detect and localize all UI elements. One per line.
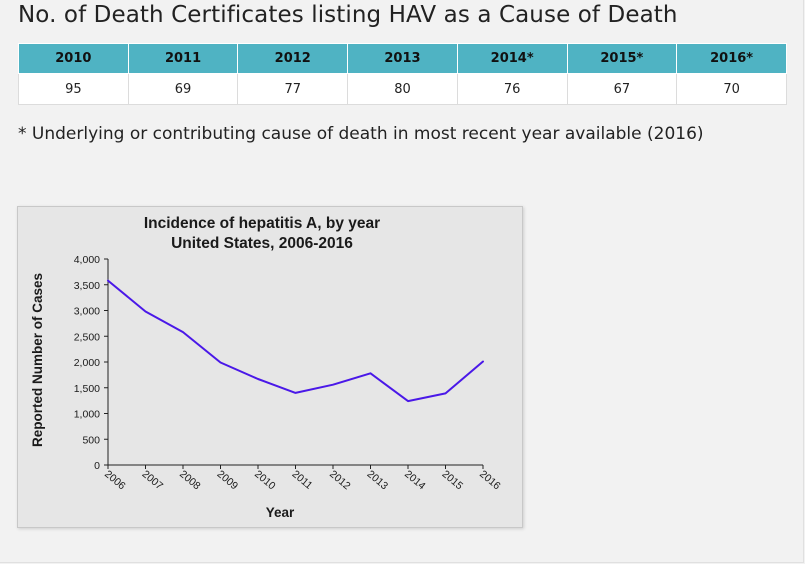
x-tick-label: 2009 bbox=[215, 468, 241, 492]
series-line-0 bbox=[107, 279, 484, 403]
table-cell: 95 bbox=[18, 73, 129, 105]
x-tick-label: 2014 bbox=[402, 468, 428, 492]
footnote: * Underlying or contributing cause of de… bbox=[18, 124, 704, 144]
chart-panel: Incidence of hepatitis A, by year United … bbox=[17, 206, 523, 528]
table-cell: 69 bbox=[127, 73, 239, 105]
table-header-cell: 2013 bbox=[347, 43, 458, 74]
x-tick-label: 2015 bbox=[440, 468, 466, 492]
page-heading: No. of Death Certificates listing HAV as… bbox=[18, 2, 678, 28]
y-tick-label: 3,500 bbox=[74, 280, 100, 292]
x-tick-label: 2016 bbox=[477, 468, 503, 492]
table-header-cell: 2015* bbox=[566, 43, 678, 74]
y-tick-label: 500 bbox=[82, 434, 100, 446]
table-header-cell: 2016* bbox=[676, 43, 787, 74]
table-cell: 77 bbox=[237, 73, 349, 105]
table-cell: 80 bbox=[347, 73, 458, 105]
death-certificates-table: 2010 2011 2012 2013 2014* 2015* 2016* 95 69 77 80… bbox=[18, 43, 787, 105]
x-tick-label: 2013 bbox=[365, 468, 391, 492]
x-tick-label: 2007 bbox=[140, 468, 166, 492]
table-cell: 76 bbox=[456, 73, 568, 105]
table-header-row: 2010 2011 2012 2013 2014* 2015* 2016* bbox=[18, 43, 787, 74]
table-row: 95 69 77 80 76 67 70 bbox=[18, 73, 787, 105]
x-axis-label: Year bbox=[266, 505, 295, 520]
line-chart: Incidence of hepatitis A, by year United … bbox=[30, 215, 503, 520]
y-tick-label: 0 bbox=[94, 460, 100, 472]
table-header-cell: 2011 bbox=[127, 43, 239, 74]
table-header-cell: 2014* bbox=[456, 43, 568, 74]
x-tick-label: 2006 bbox=[102, 468, 128, 492]
table-cell: 70 bbox=[676, 73, 787, 105]
y-axis-label: Reported Number of Cases bbox=[30, 273, 45, 447]
x-tick-label: 2008 bbox=[177, 468, 203, 492]
chart-title: Incidence of hepatitis A, by year bbox=[144, 215, 380, 232]
y-tick-label: 1,000 bbox=[74, 409, 100, 421]
y-tick-label: 2,000 bbox=[74, 357, 100, 369]
y-tick-label: 3,000 bbox=[74, 306, 100, 318]
x-tick-label: 2010 bbox=[252, 468, 278, 492]
table-header-cell: 2010 bbox=[18, 43, 129, 74]
table-header-cell: 2012 bbox=[237, 43, 349, 74]
y-tick-label: 4,000 bbox=[74, 254, 100, 266]
x-tick-label: 2012 bbox=[327, 468, 353, 492]
table-cell: 67 bbox=[566, 73, 678, 105]
y-tick-label: 1,500 bbox=[74, 383, 100, 395]
y-tick-label: 2,500 bbox=[74, 331, 100, 343]
chart-subtitle: United States, 2006-2016 bbox=[171, 235, 353, 252]
x-tick-label: 2011 bbox=[290, 468, 315, 492]
